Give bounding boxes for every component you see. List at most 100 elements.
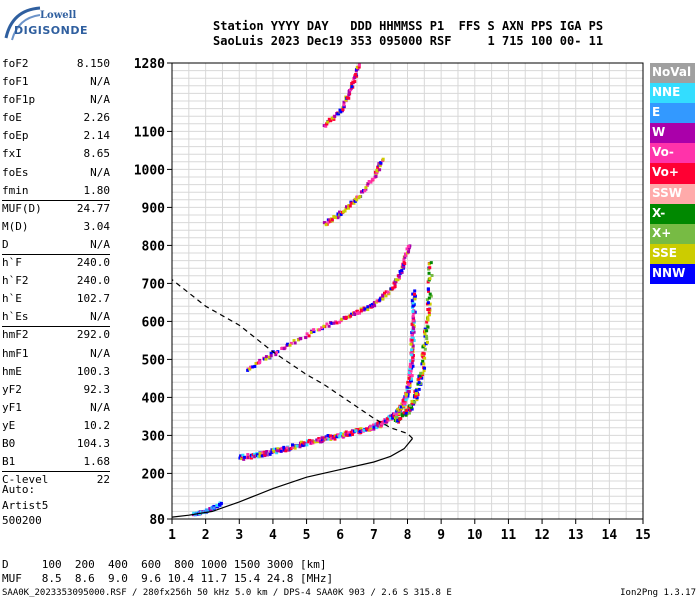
param-key: h`Es — [2, 310, 29, 324]
echo-point-o_f2 — [411, 301, 415, 305]
echo-point-multi_4 — [353, 75, 357, 79]
echo-point-o_f2 — [322, 438, 326, 442]
x-tick-label: 2 — [202, 528, 210, 543]
echo-point-multi_4 — [347, 93, 351, 97]
echo-point-multi_2 — [393, 285, 397, 289]
echo-point-multi_2 — [373, 304, 377, 308]
echo-point-o_f2 — [243, 455, 247, 459]
param-key: B0 — [2, 436, 16, 450]
echo-point-x_f2 — [404, 413, 408, 417]
echo-point-o_f2 — [409, 369, 413, 373]
echo-point-o_f2 — [380, 422, 384, 426]
echo-point-multi_2 — [400, 269, 404, 273]
profile-dashed-line — [171, 279, 413, 439]
param-value: N/A — [90, 75, 110, 89]
echo-point-multi_3 — [374, 174, 378, 178]
param-value: N/A — [90, 237, 110, 251]
param-row-foe: foE 2.26 — [2, 111, 110, 129]
param-value: 100.3 — [76, 364, 110, 378]
echo-point-multi_2 — [258, 360, 262, 364]
profile-solid-line — [171, 438, 414, 518]
echo-point-multi_3 — [350, 201, 354, 205]
echo-point-o_f2 — [411, 355, 415, 359]
echo-point-x_f2 — [413, 400, 417, 404]
param-value: 8.150 — [76, 57, 110, 70]
echo-point-o_f2 — [410, 361, 414, 365]
echo-point-multi_4 — [357, 65, 361, 69]
echo-point-multi_3 — [347, 206, 351, 210]
echo-point-x_f2 — [421, 345, 425, 349]
echo-point-o_f2 — [406, 380, 410, 384]
param-row-fof1p: foF1p N/A — [2, 93, 110, 111]
echo-point-o_f2 — [410, 333, 414, 337]
echo-point-multi_2 — [372, 301, 376, 305]
param-row-ye: yE 10.2 — [2, 419, 110, 437]
echo-point-e_layer — [204, 508, 208, 512]
echo-point-x_f2 — [425, 320, 429, 324]
echo-point-x_f2 — [404, 409, 408, 413]
echo-point-o_f2 — [329, 434, 333, 438]
echo-point-o_f2 — [408, 365, 412, 369]
echo-point-x_f2 — [422, 362, 426, 366]
echo-point-o_f2 — [327, 437, 331, 441]
echo-point-o_f2 — [411, 314, 415, 318]
logo-arc-icon — [4, 6, 41, 41]
x-tick-label: 14 — [602, 528, 618, 543]
echo-point-multi_2 — [357, 311, 361, 315]
echo-point-multi_2 — [246, 368, 250, 372]
echo-point-x_f2 — [426, 315, 430, 319]
echo-point-multi_2 — [269, 351, 273, 355]
echo-point-multi_2 — [325, 322, 329, 326]
echo-point-multi_3 — [367, 180, 371, 184]
echo-point-x_f2 — [429, 261, 433, 265]
echo-point-multi_2 — [400, 270, 404, 274]
echo-point-x_f2 — [426, 325, 430, 329]
echo-point-o_f2 — [410, 322, 414, 326]
echo-point-x_f2 — [426, 318, 430, 322]
echo-point-multi_3 — [338, 210, 342, 214]
echo-point-multi_3 — [381, 157, 385, 161]
echo-point-o_f2 — [265, 450, 269, 454]
echo-point-o_f2 — [338, 434, 342, 438]
echo-point-multi_3 — [374, 173, 378, 177]
echo-point-o_f2 — [242, 457, 246, 461]
echo-point-multi_3 — [365, 184, 369, 188]
echo-point-x_f2 — [428, 266, 432, 270]
echo-point-multi_3 — [339, 212, 343, 216]
echo-point-x_f2 — [423, 327, 427, 331]
echo-point-o_f2 — [280, 446, 284, 450]
param-row-md: M(D) 3.04 — [2, 220, 110, 238]
echo-point-o_f2 — [387, 414, 391, 418]
echo-point-o_f2 — [282, 445, 286, 449]
echo-point-x_f2 — [417, 382, 421, 386]
echo-point-o_f2 — [383, 418, 387, 422]
echo-point-o_f2 — [347, 431, 351, 435]
param-row-clevel: C-level 22 — [2, 473, 110, 491]
x-tick-label: 11 — [501, 528, 517, 543]
param-value: N/A — [90, 310, 110, 324]
logo-digisonde: DIGISONDE — [14, 24, 88, 37]
polarization-legend: NoVal NNE E W Vo- Vo+ SSW X- X+ SSE NNW — [650, 63, 695, 285]
echo-point-o_f2 — [249, 456, 253, 460]
echo-point-multi_2 — [322, 324, 326, 328]
param-value: 24.77 — [76, 201, 110, 215]
echo-point-multi_2 — [398, 269, 402, 273]
y-tick-label: 200 — [142, 467, 166, 482]
param-row-hes: h`Es N/A — [2, 310, 110, 328]
echo-point-multi_2 — [406, 250, 410, 254]
echo-point-multi_2 — [384, 294, 388, 298]
echo-point-o_f2 — [409, 359, 413, 363]
x-tick-label: 10 — [467, 528, 483, 543]
echo-point-o_f2 — [401, 404, 405, 408]
echo-point-multi_2 — [391, 286, 395, 290]
echo-point-o_f2 — [410, 299, 414, 303]
y-tick-label: 1000 — [134, 163, 165, 178]
echo-point-o_f2 — [298, 445, 302, 449]
echo-point-o_f2 — [408, 362, 412, 366]
echo-point-multi_3 — [345, 205, 349, 209]
param-key: yF2 — [2, 382, 22, 396]
echo-point-o_f2 — [291, 443, 295, 447]
echo-point-o_f2 — [392, 411, 396, 415]
echo-point-x_f2 — [425, 298, 429, 302]
